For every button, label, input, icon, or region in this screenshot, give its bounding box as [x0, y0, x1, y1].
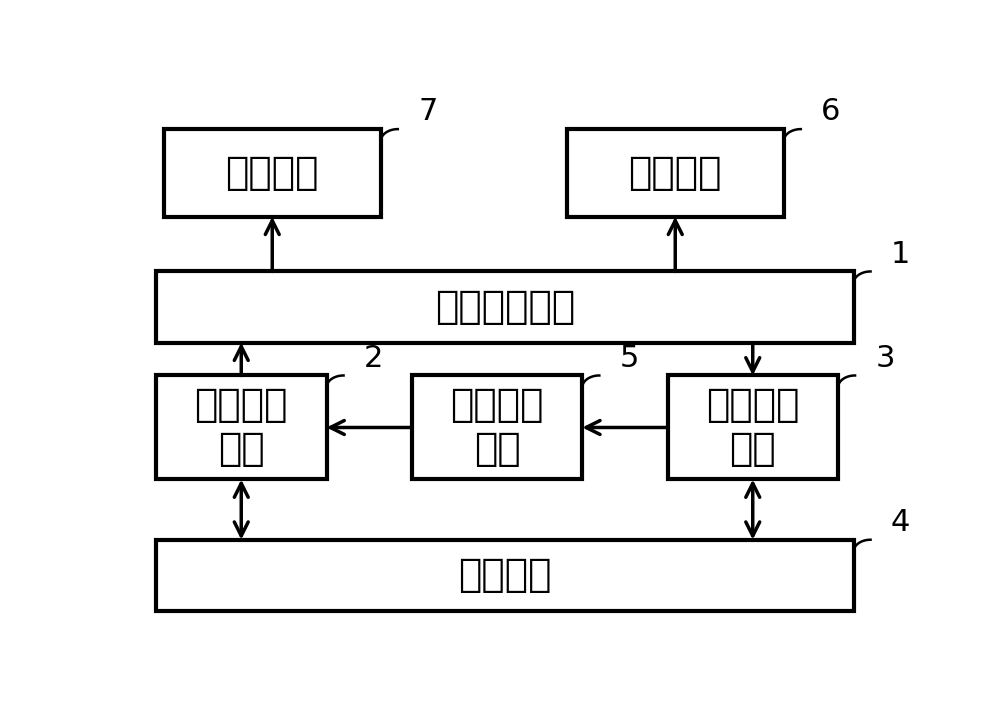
Text: 单体电池: 单体电池: [458, 556, 552, 594]
Text: 电压采集
单元: 电压采集 单元: [194, 387, 288, 469]
Text: 显示单元: 显示单元: [226, 154, 319, 192]
Text: 6: 6: [821, 97, 841, 127]
Bar: [412, 375, 582, 479]
Text: 电子开关
单元: 电子开关 单元: [706, 387, 800, 469]
Text: 3: 3: [876, 343, 895, 373]
Text: 失效检测
单元: 失效检测 单元: [450, 387, 544, 469]
Bar: [156, 375, 326, 479]
Bar: [668, 375, 838, 479]
Text: 7: 7: [418, 97, 438, 127]
Text: 2: 2: [364, 343, 383, 373]
Bar: [164, 129, 381, 217]
Text: 告警单元: 告警单元: [629, 154, 722, 192]
Text: 1: 1: [891, 240, 910, 269]
Bar: [567, 129, 784, 217]
Text: 4: 4: [891, 508, 910, 537]
Text: 5: 5: [620, 343, 639, 373]
Bar: [156, 540, 854, 611]
Text: 中央控制单元: 中央控制单元: [435, 288, 575, 326]
Bar: [156, 272, 854, 343]
